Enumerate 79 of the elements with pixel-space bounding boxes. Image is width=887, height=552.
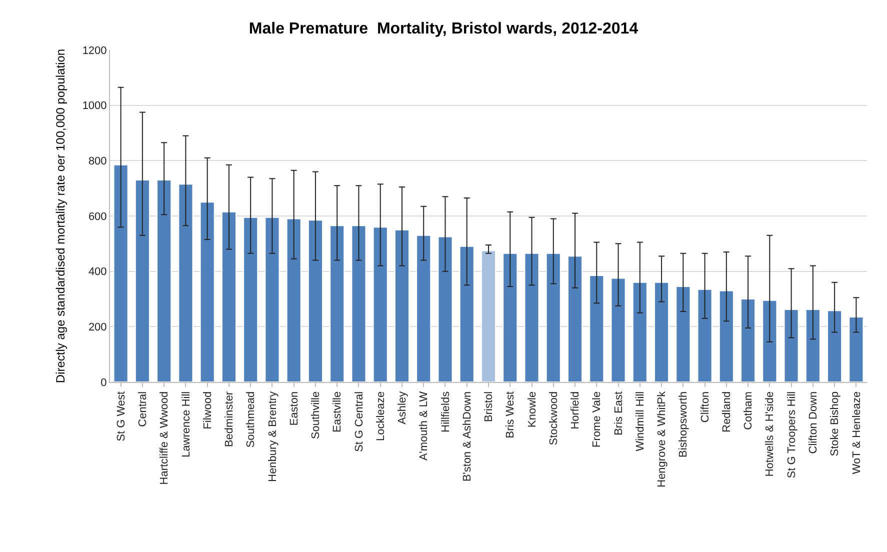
x-tick-label: Stockwood [548, 391, 560, 446]
x-tick-label: Eastville [332, 391, 344, 432]
bar [286, 218, 302, 382]
bar [243, 216, 258, 382]
bar [697, 288, 712, 382]
x-tick-label: Bristol [483, 391, 496, 422]
x-tick-label: Cotham [742, 391, 755, 430]
x-tick-label: Filwood [202, 391, 214, 430]
x-tick-label: Hartcliffe & Wwood [158, 391, 171, 485]
x-tick-label: Hillfields [440, 390, 452, 432]
bar [632, 282, 648, 382]
bar [827, 310, 842, 382]
bar [351, 225, 366, 382]
bar [438, 236, 453, 382]
bar [610, 278, 626, 382]
x-tick-label: Horfield [570, 391, 582, 430]
bar [134, 180, 150, 382]
bar [330, 225, 345, 382]
bar [784, 309, 799, 382]
bar [178, 184, 194, 382]
bar [546, 252, 561, 382]
bar [480, 250, 496, 382]
x-tick-label: Henbury & Brentry [266, 390, 279, 482]
x-tick-label: St G Central [353, 391, 366, 452]
x-tick-label: Hengrove & WhitPk [656, 390, 668, 488]
bar [308, 220, 323, 382]
x-tick-label: Clifton Down [808, 391, 820, 454]
bar [156, 180, 172, 382]
bar [502, 252, 518, 382]
bar [740, 298, 756, 382]
x-tick-label: WoT & Henleaze [850, 391, 863, 474]
x-tick-label: Frome Vale [591, 391, 604, 448]
x-tick-label: St G West [115, 391, 128, 442]
x-tick-label: Redland [720, 391, 733, 432]
bar [805, 309, 820, 382]
x-tick-label: Knowle [526, 391, 538, 428]
bar [200, 202, 215, 382]
chart-title: Male Premature Mortality, Bristol wards, 2012-2014 [248, 20, 638, 38]
bar [589, 274, 604, 382]
x-tick-label: Clifton [699, 391, 712, 423]
bar [394, 229, 410, 382]
bar [654, 282, 670, 382]
bar [113, 164, 128, 382]
x-tick-label: Lawrence Hill [180, 391, 192, 458]
bar [524, 252, 540, 382]
y-tick-label: 0 [100, 376, 107, 389]
bar [848, 316, 864, 382]
y-tick-label: 1000 [82, 100, 107, 112]
bar [718, 290, 734, 382]
bar [416, 234, 432, 382]
x-tick-label: Bris West [504, 391, 517, 438]
bar [676, 286, 691, 382]
x-tick-label: Stoke Bishop [829, 391, 842, 456]
bar [762, 300, 778, 382]
x-tick-label: Southville [310, 391, 322, 440]
y-tick-label: 800 [88, 156, 107, 168]
bar [459, 246, 474, 382]
bar [567, 256, 583, 382]
y-tick-label: 600 [88, 210, 107, 223]
x-tick-label: Bedminster [224, 391, 236, 448]
x-tick-label: Bris East [612, 391, 625, 436]
x-tick-label: Bishopsworth [678, 391, 690, 458]
x-tick-label: Hotwells & H'side [764, 391, 776, 477]
y-tick-label: 1200 [82, 44, 107, 57]
x-tick-label: B'ston & AshDown [461, 391, 474, 482]
x-tick-label: St G Troopers Hill [786, 391, 798, 478]
x-tick-label: Southmead [245, 391, 258, 448]
x-tick-label: Central [137, 391, 150, 427]
y-tick-label: 200 [88, 322, 107, 334]
bar [221, 211, 236, 382]
y-axis-title: Directly age standardised mortality rate oer 100,000 population [54, 48, 68, 384]
x-tick-label: Ashley [396, 390, 409, 424]
bar [372, 226, 388, 382]
x-tick-label: Easton [288, 391, 300, 426]
x-tick-label: Lockleaze [374, 391, 387, 441]
bar [264, 216, 280, 382]
x-tick-label: A'mouth & LW [418, 390, 430, 461]
x-tick-label: Windmill Hill [634, 391, 646, 452]
y-tick-label: 400 [88, 266, 107, 278]
